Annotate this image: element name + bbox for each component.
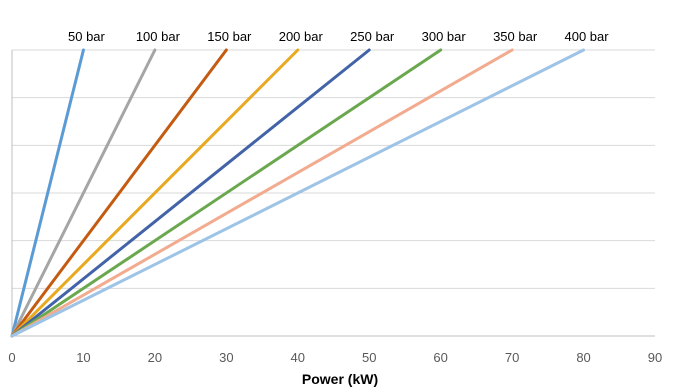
series-label: 100 bar — [136, 29, 181, 44]
x-tick-label: 70 — [505, 350, 519, 365]
series-line — [10, 48, 228, 338]
x-tick-label: 0 — [8, 350, 15, 365]
series-label: 250 bar — [350, 29, 395, 44]
series-labels: 50 bar 100 bar 150 bar 200 bar 250 bar 300 ba… — [68, 29, 609, 44]
series-label: 50 bar — [68, 29, 106, 44]
series-label: 150 bar — [207, 29, 252, 44]
series-line — [10, 48, 371, 338]
x-tick-label: 30 — [219, 350, 233, 365]
x-tick-label: 10 — [76, 350, 90, 365]
x-tick-label: 20 — [148, 350, 162, 365]
series-label: 350 bar — [493, 29, 538, 44]
series-line — [10, 48, 586, 338]
series-line — [10, 48, 300, 338]
series-line — [10, 48, 514, 338]
x-tick-labels: 0 10 20 30 40 50 60 70 80 90 — [8, 350, 662, 365]
series-lines — [10, 48, 586, 338]
series-label: 200 bar — [279, 29, 324, 44]
x-tick-label: 60 — [433, 350, 447, 365]
series-label: 400 bar — [565, 29, 610, 44]
series-line — [10, 48, 157, 338]
x-axis-title: Power (kW) — [302, 371, 378, 387]
series-line — [10, 48, 443, 338]
x-tick-label: 80 — [576, 350, 590, 365]
x-tick-label: 90 — [648, 350, 662, 365]
series-line — [10, 48, 85, 338]
series-label: 300 bar — [422, 29, 467, 44]
axes — [11, 50, 655, 337]
x-tick-label: 50 — [362, 350, 376, 365]
grid — [12, 49, 655, 289]
x-tick-label: 40 — [291, 350, 305, 365]
